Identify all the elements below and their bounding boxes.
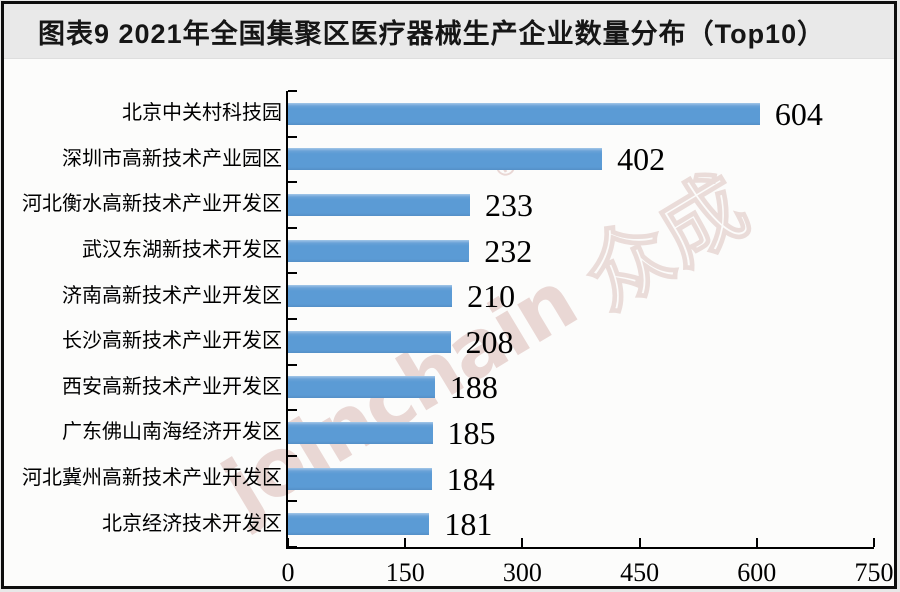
category-label: 济南高新技术产业开发区 — [62, 284, 282, 307]
value-label: 208 — [465, 323, 514, 360]
axis-tick-label: 150 — [385, 558, 425, 587]
axis-tick — [288, 363, 297, 366]
figure-header: 图表9 2021年全国集聚区医疗器械生产企业数量分布（Top10） — [4, 4, 894, 59]
bar — [288, 467, 432, 490]
axis-tick — [404, 538, 407, 547]
value-label: 232 — [484, 232, 533, 269]
chart-title: 图表9 2021年全国集聚区医疗器械生产企业数量分布（Top10） — [38, 18, 826, 49]
bar — [288, 513, 430, 536]
axis-tick — [288, 135, 297, 138]
bar — [288, 285, 453, 308]
value-label: 188 — [449, 369, 498, 406]
axis-tick — [288, 546, 297, 548]
bar — [288, 422, 433, 444]
axis-tick — [521, 538, 524, 547]
axis-tick — [288, 409, 297, 412]
bar — [288, 148, 603, 171]
value-label: 184 — [446, 460, 495, 497]
category-label: 深圳市高新技术产业园区 — [62, 147, 282, 170]
axis-tick-label: 600 — [737, 558, 777, 587]
category-label: 广东佛山南海经济开发区 — [62, 421, 282, 444]
category-label: 北京中关村科技园 — [122, 102, 282, 125]
axis-tick-label: 450 — [620, 558, 660, 587]
value-label: 402 — [617, 141, 666, 178]
value-label: 604 — [774, 95, 823, 132]
bar — [288, 102, 760, 125]
axis-tick — [638, 538, 641, 547]
axis-tick — [288, 181, 297, 184]
category-label: 长沙高新技术产业开发区 — [62, 330, 282, 353]
category-label: 河北衡水高新技术产业开发区 — [22, 193, 282, 216]
category-label: 西安高新技术产业开发区 — [62, 375, 282, 398]
axis-tick — [288, 226, 297, 229]
axis-tick-label: 0 — [281, 558, 295, 587]
category-label: 北京经济技术开发区 — [102, 512, 282, 535]
category-label: 河北冀州高新技术产业开发区 — [22, 467, 282, 490]
axis-tick-label: 300 — [502, 558, 542, 587]
plot-area: 604 402 233 232 210 208 188 185 184 181 0 150 300 450… — [282, 90, 894, 586]
bar — [288, 330, 451, 353]
value-label: 233 — [485, 187, 534, 223]
axis-tick — [288, 318, 297, 320]
category-label: 武汉东湖新技术开发区 — [82, 239, 282, 262]
axis-tick — [287, 538, 289, 547]
axis-tick — [288, 454, 297, 457]
axis-tick — [755, 538, 758, 547]
category-axis: 北京中关村科技园深圳市高新技术产业园区河北衡水高新技术产业开发区武汉东湖新技术开… — [22, 88, 282, 544]
value-label: 210 — [467, 278, 516, 315]
bar — [288, 376, 435, 399]
axis-tick — [873, 538, 875, 547]
axis-tick — [288, 272, 297, 275]
bar — [288, 239, 470, 262]
value-label: 181 — [444, 506, 493, 543]
axis-tick — [288, 90, 297, 92]
bar — [288, 194, 471, 216]
axis-tick — [288, 500, 297, 503]
value-label: 185 — [447, 415, 496, 451]
axis-tick-label: 750 — [854, 558, 894, 587]
